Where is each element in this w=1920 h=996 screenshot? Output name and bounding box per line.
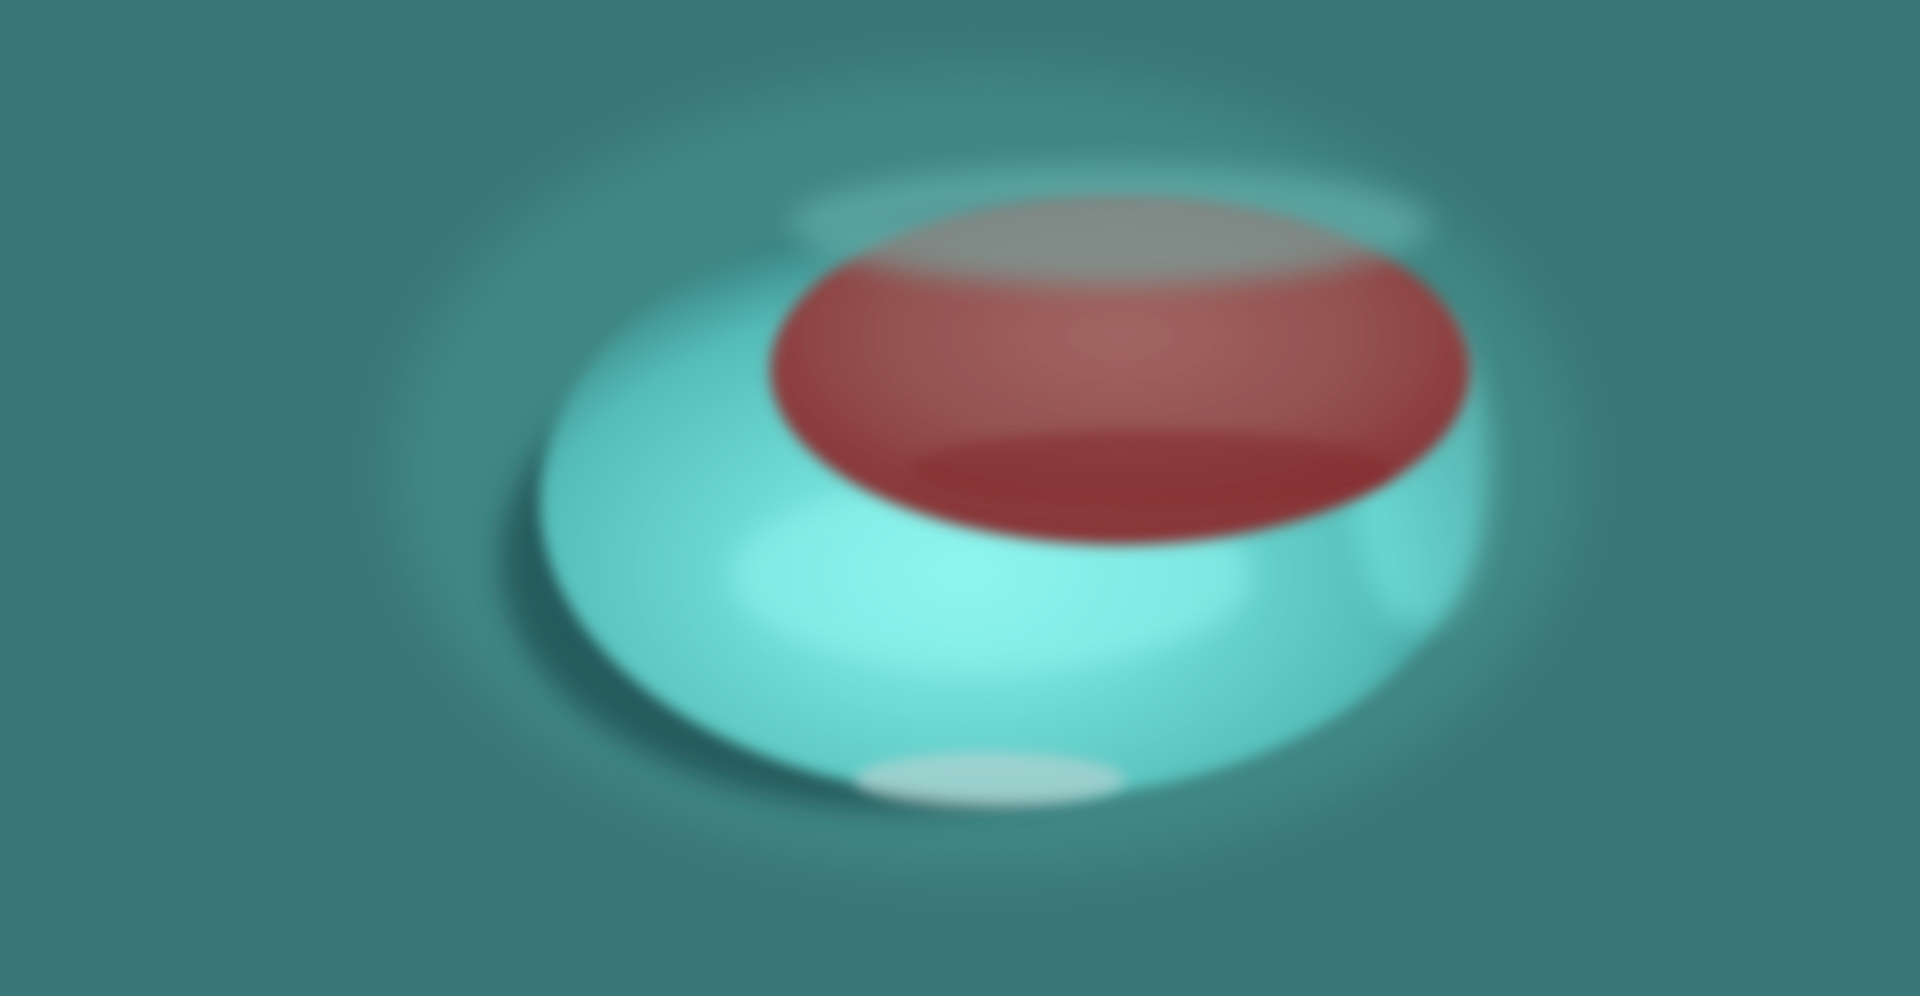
center-lower-edge	[910, 430, 1390, 510]
center-top-lip	[790, 165, 1430, 285]
bottom-sheen	[855, 752, 1125, 808]
